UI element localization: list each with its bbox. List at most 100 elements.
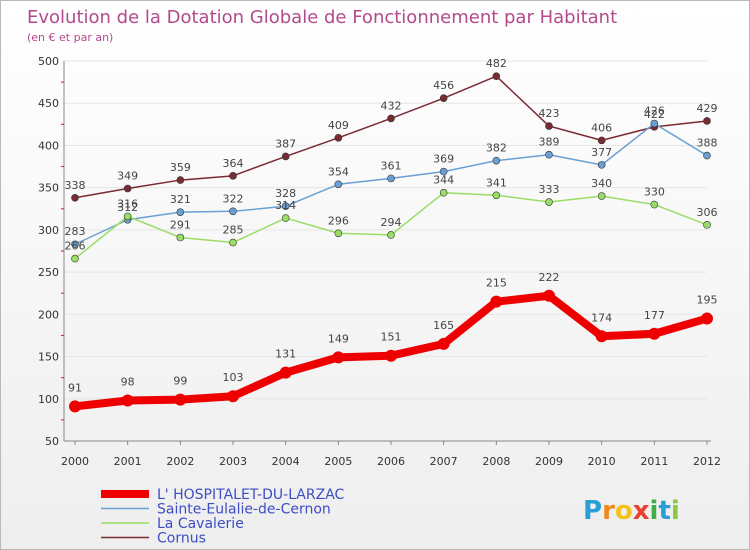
- series-3-label-7: 456: [433, 79, 454, 92]
- proxiti-wordmark: Proxiti: [583, 496, 680, 526]
- series-3-point-0: [71, 194, 79, 202]
- series-3-label-6: 432: [381, 99, 402, 112]
- series-2-label-7: 344: [433, 174, 454, 187]
- series-2-point-11: [650, 200, 659, 209]
- x-tick-label-2010: 2010: [588, 455, 616, 468]
- series-1-label-3: 322: [223, 192, 244, 205]
- series-0-point-0: [69, 400, 81, 413]
- y-tick-label-50: 50: [45, 435, 59, 448]
- series-0-label-10: 174: [591, 311, 612, 324]
- series-1-point-8: [492, 156, 501, 165]
- grid: [64, 60, 707, 442]
- series-1-label-10: 377: [591, 146, 612, 159]
- series-3-point-12: [703, 117, 711, 125]
- series-1: 283 312 321 322 328 354 361 369 382 389 377 426 388: [65, 104, 718, 249]
- series-0-label-2: 99: [173, 375, 187, 388]
- series-0-point-2: [174, 393, 187, 406]
- series-1-point-9: [545, 150, 553, 159]
- series-3-label-0: 338: [65, 179, 86, 192]
- series-1-point-11: [650, 119, 659, 128]
- series-2-label-9: 333: [539, 183, 560, 196]
- y-tick-label-150: 150: [38, 351, 59, 364]
- series-0-label-3: 103: [223, 371, 244, 384]
- series-1-point-12: [703, 151, 711, 160]
- series-3-label-1: 349: [117, 170, 138, 183]
- proxiti-letter-3: x: [633, 496, 650, 526]
- series-2-label-11: 330: [644, 186, 665, 199]
- y-tick-label-200: 200: [38, 308, 59, 321]
- series-0-point-8: [490, 295, 503, 308]
- series-1-label-2: 321: [170, 193, 191, 206]
- series-1-point-0: [71, 240, 79, 249]
- series-3-point-6: [387, 114, 395, 123]
- x-tick-label-2000: 2000: [61, 455, 89, 468]
- series-0-point-5: [332, 351, 345, 364]
- series-3-label-4: 387: [275, 137, 296, 150]
- series-1-label-6: 361: [381, 159, 402, 172]
- series-3-point-3: [229, 172, 237, 180]
- series-2-point-12: [703, 221, 711, 229]
- series-0-point-12: [701, 312, 713, 325]
- series-0-label-5: 149: [328, 332, 349, 345]
- y-axis: 50 100 150 200 250 300 350 400 450 500: [38, 55, 65, 448]
- series-1-label-7: 369: [433, 153, 454, 166]
- series-1-point-2: [176, 208, 185, 216]
- series-0: 91 98 99 103 131 149 151 165 215 222 174 177 195: [68, 271, 718, 413]
- series-1-label-8: 382: [486, 142, 507, 155]
- series-3-label-5: 409: [328, 119, 349, 132]
- series-1-label-5: 354: [328, 165, 349, 178]
- series-0-point-9: [543, 289, 555, 302]
- x-tick-label-2003: 2003: [219, 455, 247, 468]
- series-2-point-9: [545, 198, 553, 206]
- series-0-point-3: [227, 390, 239, 403]
- x-tick-label-2002: 2002: [166, 455, 194, 468]
- series-2-label-0: 266: [65, 240, 86, 253]
- series-0-label-4: 131: [275, 348, 296, 361]
- series-2-point-8: [492, 191, 501, 200]
- series-0-label-7: 165: [433, 319, 454, 332]
- series-1-label-4: 328: [275, 187, 296, 200]
- series-1-point-10: [597, 161, 606, 169]
- series-1-point-5: [334, 180, 343, 189]
- series-0-label-6: 151: [381, 331, 402, 344]
- series-3-label-9: 423: [539, 107, 560, 120]
- series-0-label-1: 98: [121, 375, 135, 388]
- series-0-point-11: [648, 327, 661, 340]
- x-tick-label-2007: 2007: [430, 455, 458, 468]
- series-2-label-5: 296: [328, 214, 349, 227]
- series-2-point-2: [176, 233, 185, 242]
- y-tick-label-250: 250: [38, 266, 59, 279]
- proxiti-letter-2: o: [615, 496, 633, 526]
- series-2-label-3: 285: [223, 224, 244, 237]
- x-tick-label-2008: 2008: [482, 455, 510, 468]
- series-1-point-6: [387, 174, 395, 183]
- legend: L' HOSPITALET-DU-LARZACSainte-Eulalie-de…: [101, 487, 345, 547]
- series-1-point-7: [439, 167, 448, 176]
- x-tick-label-2004: 2004: [272, 455, 300, 468]
- series-2-point-10: [597, 192, 606, 200]
- series-3-point-8: [492, 72, 501, 80]
- series-2-label-2: 291: [170, 218, 191, 231]
- series-0-label-11: 177: [644, 309, 665, 322]
- series-2-point-4: [281, 214, 290, 222]
- series-3-point-1: [123, 184, 132, 193]
- series-1-point-3: [229, 207, 237, 216]
- series-3-point-10: [597, 136, 606, 145]
- x-tick-label-2012: 2012: [693, 455, 721, 468]
- series-3-label-3: 364: [223, 157, 244, 170]
- series-0-point-6: [385, 349, 397, 362]
- series-2-point-7: [439, 188, 448, 197]
- series-2-point-3: [229, 238, 237, 247]
- proxiti-letter-5: t: [658, 496, 670, 526]
- series-2-label-10: 340: [591, 177, 612, 190]
- proxiti-letter-0: P: [583, 496, 602, 526]
- x-tick-label-2005: 2005: [324, 455, 352, 468]
- series-1-point-4: [281, 202, 290, 211]
- proxiti-letter-6: i: [671, 496, 680, 526]
- series-0-label-0: 91: [68, 381, 82, 394]
- legend-label-1: Sainte-Eulalie-de-Cernon: [157, 502, 331, 518]
- series-3-label-8: 482: [486, 57, 507, 70]
